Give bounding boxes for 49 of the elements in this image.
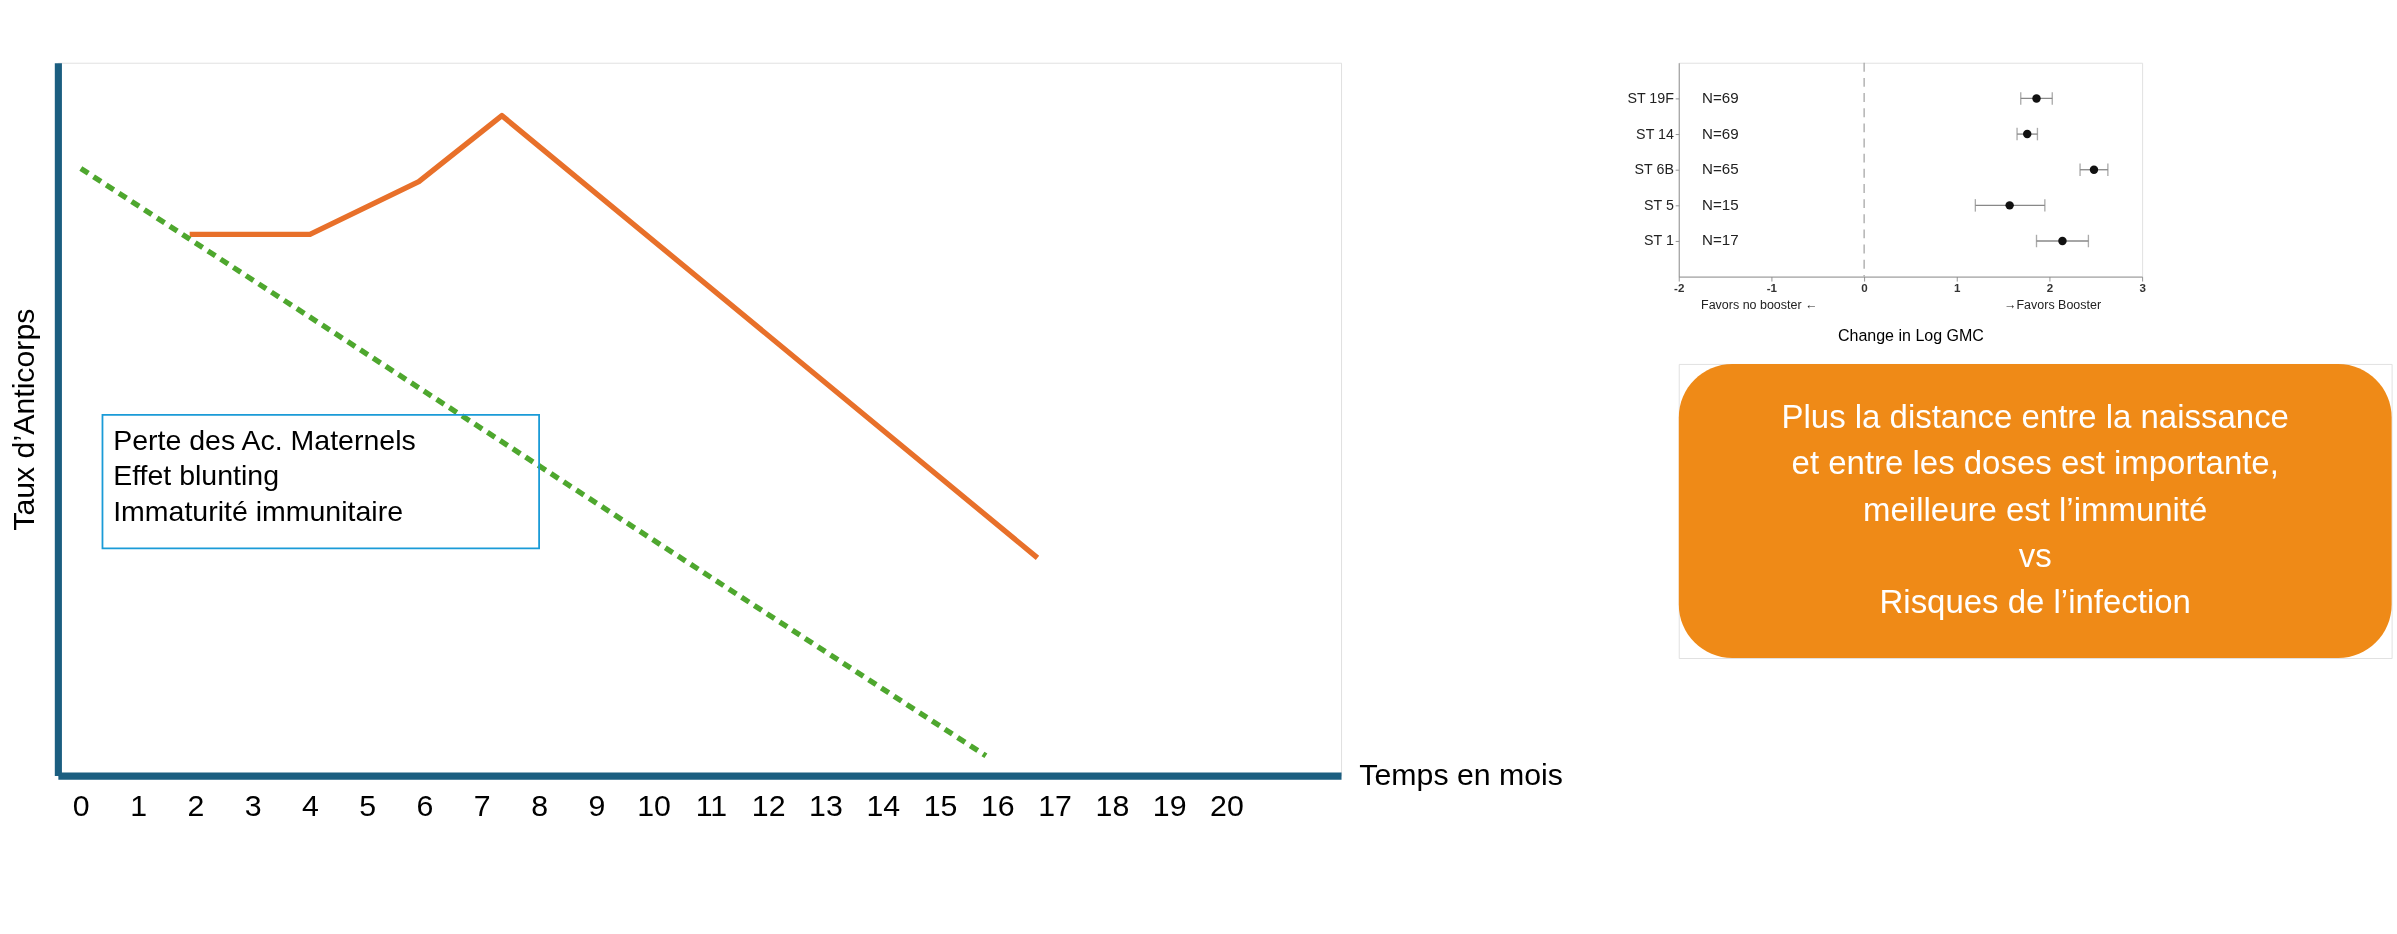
y-tick-label: ST 1 bbox=[1644, 232, 1674, 249]
x-tick-label: 1 bbox=[130, 789, 147, 823]
point bbox=[2023, 129, 2032, 139]
x-tick-label: 11 bbox=[695, 789, 728, 823]
x-tick-label: 2 bbox=[2046, 282, 2054, 295]
annotation: N=15 bbox=[1701, 195, 1739, 213]
x-tick-label: 2 bbox=[187, 789, 205, 823]
x-tick-label: 1 bbox=[1954, 282, 1962, 295]
annotation: Perte des Ac. Maternels Effet blunting Immaturité immunitaire bbox=[113, 423, 416, 527]
text: →Favors Booster bbox=[2004, 297, 2102, 312]
annotation: N=65 bbox=[1701, 160, 1739, 178]
x-tick-label: 15 bbox=[923, 789, 958, 823]
x-tick-label: 17 bbox=[1038, 789, 1072, 823]
x-tick-label: -1 bbox=[1766, 282, 1778, 295]
x-tick-label: 5 bbox=[359, 789, 377, 823]
x-tick-label: 20 bbox=[1210, 789, 1244, 823]
x-tick-label: 3 bbox=[2139, 282, 2147, 295]
point bbox=[2058, 236, 2067, 246]
annotation: N=17 bbox=[1701, 231, 1739, 249]
point bbox=[2032, 94, 2041, 103]
point bbox=[2005, 201, 2014, 210]
x-axis-title: Change in Log GMC bbox=[1837, 326, 1984, 345]
x-tick-label: 12 bbox=[751, 789, 786, 823]
y-axis-title: Taux d’Anticorps bbox=[7, 308, 41, 531]
x-tick-label: 13 bbox=[809, 789, 843, 823]
annotation: N=69 bbox=[1701, 124, 1739, 142]
text: Plus la distance entre la naissance et entre les doses est importante, meilleure est l’immunité vs Risques de l’infection bbox=[1781, 398, 2289, 621]
x-tick-label: 3 bbox=[244, 789, 262, 823]
x-tick-label: 19 bbox=[1152, 789, 1187, 823]
x-tick-label: 0 bbox=[72, 789, 90, 823]
y-tick-label: ST 6B bbox=[1634, 161, 1674, 178]
x-tick-label: 4 bbox=[301, 789, 319, 823]
x-tick-label: 18 bbox=[1095, 789, 1130, 823]
x-tick-label: 16 bbox=[980, 789, 1015, 823]
x-tick-label: 10 bbox=[637, 789, 671, 823]
x-tick-label: 8 bbox=[531, 789, 548, 823]
x-axis-title: Temps en mois bbox=[1359, 758, 1563, 792]
y-tick-label: ST 14 bbox=[1636, 125, 1674, 142]
y-tick-label: ST 5 bbox=[1644, 196, 1674, 213]
x-tick-label: 0 bbox=[1861, 282, 1868, 295]
x-tick-label: 9 bbox=[588, 789, 606, 823]
x-tick-label: 6 bbox=[416, 789, 434, 823]
x-tick-label: 14 bbox=[866, 789, 901, 823]
y-tick-label: ST 19F bbox=[1627, 89, 1675, 106]
x-tick-label: -2 bbox=[1674, 282, 1685, 295]
point bbox=[2089, 165, 2099, 174]
text: Favors no booster ← bbox=[1701, 297, 1818, 312]
annotation: N=69 bbox=[1701, 88, 1739, 106]
x-tick-label: 7 bbox=[473, 789, 491, 823]
